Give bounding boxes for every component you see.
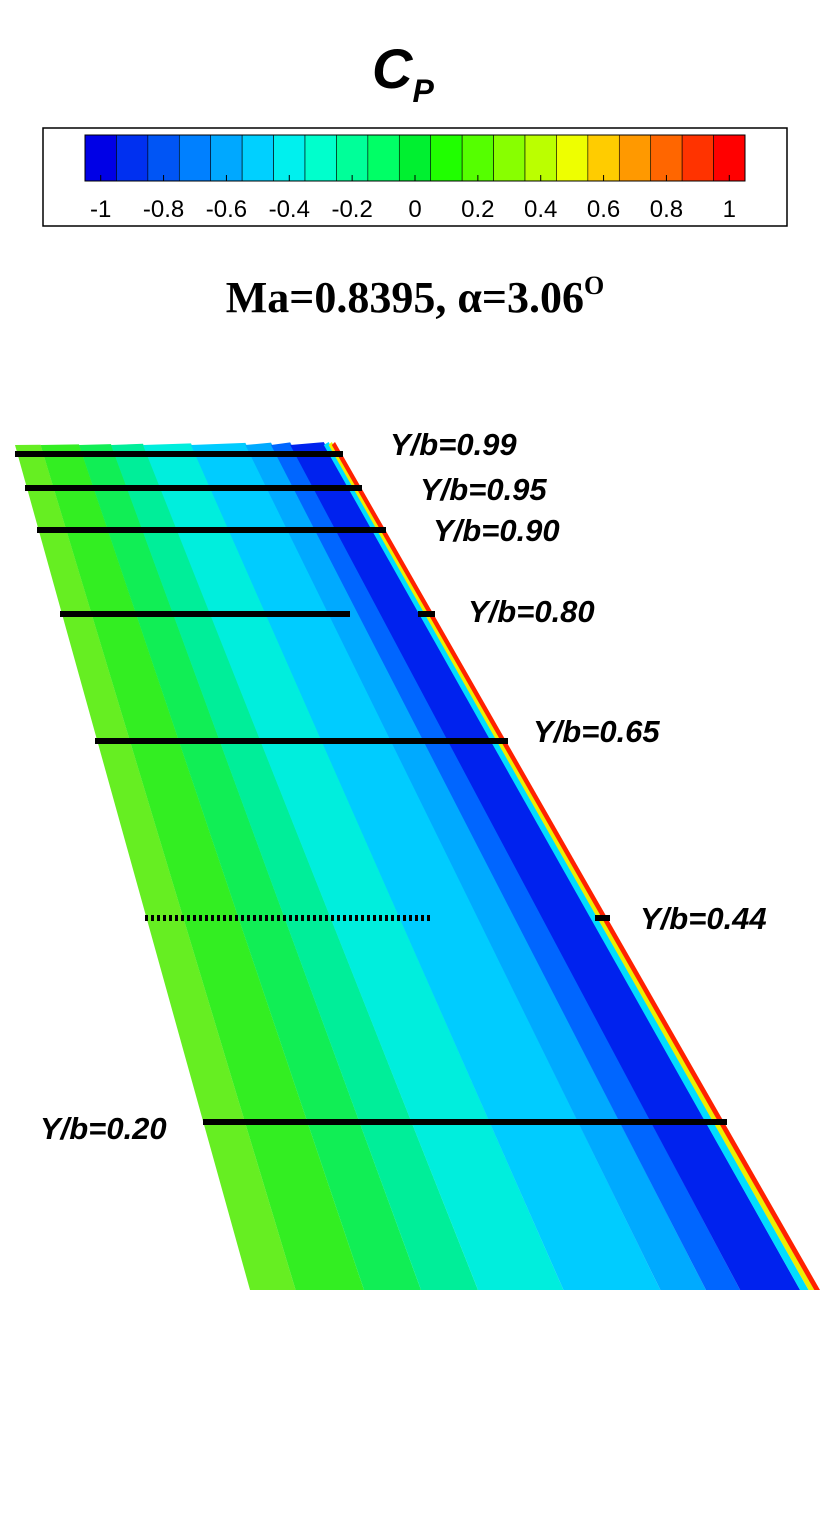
color-band xyxy=(524,134,557,182)
wing-contour xyxy=(15,442,820,1291)
color-band xyxy=(116,134,149,182)
color-band xyxy=(147,134,180,182)
subtitle-sup: O xyxy=(584,271,604,300)
contour-band xyxy=(290,442,801,1291)
colorbar-tick-label: -0.4 xyxy=(269,196,310,223)
contour-band xyxy=(245,442,706,1291)
colorbar-tick-label: -0.2 xyxy=(331,196,372,223)
subtitle-text: Ma=0.8395, α=3.06 xyxy=(226,273,584,322)
color-band xyxy=(556,134,589,182)
colorbar-tick-label: 0.6 xyxy=(587,196,620,223)
section-label: Y/b=0.80 xyxy=(468,594,595,629)
title-sub: P xyxy=(412,73,434,109)
section-lines xyxy=(15,451,727,1125)
color-band xyxy=(430,134,463,182)
color-band xyxy=(650,134,683,182)
section-label: Y/b=0.65 xyxy=(533,714,660,749)
subtitle: Ma=0.8395, α=3.06O xyxy=(226,271,604,322)
color-band xyxy=(273,134,306,182)
contour-band xyxy=(191,442,661,1291)
contour-band xyxy=(328,442,815,1290)
colorbar-tick-label: 0.4 xyxy=(524,196,557,223)
title: CP xyxy=(372,37,434,109)
color-band xyxy=(241,134,274,182)
color-band xyxy=(461,134,494,182)
contour-band xyxy=(271,442,741,1290)
colorbar-tick-label: 1 xyxy=(723,196,736,223)
colorbar-tick-label: 0.2 xyxy=(461,196,494,223)
color-band xyxy=(178,134,212,182)
colorbar-tick-label: -0.6 xyxy=(206,196,247,223)
color-band xyxy=(336,134,369,182)
color-band xyxy=(681,134,714,182)
contour-band xyxy=(143,443,564,1291)
contour-band xyxy=(40,444,364,1290)
contour-band xyxy=(79,444,421,1291)
section-label: Y/b=0.90 xyxy=(433,513,560,548)
colorbar-tick-label: -0.8 xyxy=(143,196,184,223)
contour-band xyxy=(323,442,809,1290)
colorbar-frame xyxy=(42,127,788,227)
color-band xyxy=(398,134,432,182)
section-label: Y/b=0.99 xyxy=(390,427,517,462)
title-main: C xyxy=(372,37,414,100)
colorbar-tick-label: 0.8 xyxy=(650,196,683,223)
contour-band xyxy=(331,442,820,1290)
colorbar: -1 -0.8 -0.6 -0.4 -0.2 0 0.2 0.4 0.6 0.8 1 xyxy=(84,134,746,223)
color-band xyxy=(618,134,652,182)
color-band xyxy=(210,134,243,182)
section-label: Y/b=0.44 xyxy=(640,901,767,936)
color-band xyxy=(304,134,337,182)
color-band xyxy=(713,134,746,182)
section-label: Y/b=0.95 xyxy=(420,472,547,507)
color-band xyxy=(587,134,620,182)
color-band xyxy=(367,134,400,182)
colorbar-tick-label: 0 xyxy=(408,196,421,223)
contour-band xyxy=(15,444,296,1290)
section-label: Y/b=0.20 xyxy=(40,1111,167,1146)
colorbar-tick-label: -1 xyxy=(90,196,111,223)
color-band xyxy=(84,134,117,182)
contour-band xyxy=(111,443,478,1290)
color-band xyxy=(493,134,526,182)
